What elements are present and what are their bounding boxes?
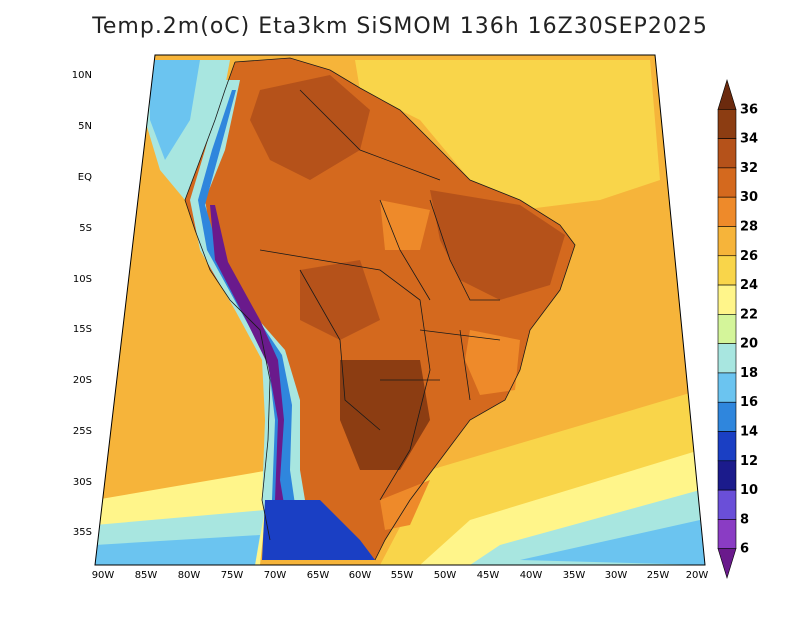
colorbar-label: 10: [740, 483, 758, 498]
lon-label-55w: 55W: [391, 570, 414, 581]
lon-label-80w: 80W: [178, 570, 201, 581]
colorbar-label: 36: [740, 102, 758, 117]
colorbar-label: 26: [740, 249, 758, 264]
colorbar-label: 22: [740, 307, 758, 322]
colorbar-label: 30: [740, 190, 758, 205]
state-borders: [379, 199, 501, 401]
lat-label-20s: 20S: [73, 375, 92, 386]
mild-patch-3: [380, 480, 430, 530]
lat-label-eq: EQ: [78, 172, 92, 183]
colorbar-segment: [717, 226, 737, 257]
colorbar-segment: [717, 78, 737, 110]
colorbar-segment: [717, 108, 737, 139]
hot-interior-north: [250, 75, 370, 180]
colorbar-segment: [717, 196, 737, 227]
colorbar-segment: [717, 255, 737, 286]
colorbar-label: 6: [740, 542, 749, 557]
colorbar: 36 34 32 30 28 26 24 22 20 18 16 14 12 10 8 6: [717, 78, 758, 580]
lon-label-85w: 85W: [135, 570, 158, 581]
lon-label-70w: 70W: [264, 570, 287, 581]
lon-label-30w: 30W: [605, 570, 628, 581]
map-title: Temp.2m(oC) Eta3km SiSMOM 136h 16Z30SEP2…: [92, 14, 708, 39]
temperature-field: [95, 55, 705, 565]
colorbar-segment: [717, 431, 737, 462]
south-atlantic-zone-4: [520, 520, 705, 565]
lat-label-5s: 5S: [79, 223, 92, 234]
country-borders: [184, 57, 576, 561]
patagonia-cold-zone: [262, 500, 375, 560]
lon-label-50w: 50W: [434, 570, 457, 581]
colorbar-label: 32: [740, 161, 758, 176]
lon-label-20w: 20W: [686, 570, 709, 581]
colorbar-label: 12: [740, 454, 758, 469]
lat-label-10n: 10N: [72, 70, 92, 81]
colorbar-label: 14: [740, 425, 758, 440]
colorbar-segment: [717, 284, 737, 315]
coastline: [234, 57, 576, 561]
mild-patch-1: [465, 330, 520, 395]
colorbar-segment: [717, 489, 737, 520]
andes-coldest-band: [210, 205, 300, 560]
andes-cool-band: [190, 80, 330, 560]
lon-label-75w: 75W: [221, 570, 244, 581]
lon-label-90w: 90W: [92, 570, 115, 581]
lon-label-25w: 25W: [647, 570, 670, 581]
brazil-border: [259, 89, 441, 501]
lon-label-45w: 45W: [477, 570, 500, 581]
lat-label-30s: 30S: [73, 477, 92, 488]
lon-label-40w: 40W: [520, 570, 543, 581]
lat-label-25s: 25S: [73, 426, 92, 437]
colorbar-label: 34: [740, 132, 758, 147]
latitude-axis: 10N 5N EQ 5S 10S 15S 20S 25S 30S 35S: [72, 70, 92, 538]
mild-patch-2: [380, 200, 430, 250]
colorbar-label: 8: [740, 512, 749, 527]
hot-interior-chaco: [300, 260, 380, 340]
colorbar-segment: [717, 167, 737, 198]
colorbar-segment: [717, 343, 737, 374]
colorbar-segment: [717, 460, 737, 491]
longitude-axis: 90W 85W 80W 75W 70W 65W 60W 55W 50W 45W …: [92, 570, 709, 581]
colorbar-segment: [717, 372, 737, 403]
hot-interior-northeast: [430, 190, 565, 300]
colorbar-label: 18: [740, 366, 758, 381]
colorbar-segment: [717, 548, 737, 580]
lat-label-10s: 10S: [73, 274, 92, 285]
pacific-cold-zone: [150, 60, 200, 160]
colorbar-label: 24: [740, 278, 758, 293]
lat-label-15s: 15S: [73, 324, 92, 335]
colorbar-label: 16: [740, 395, 758, 410]
colorbar-label: 28: [740, 219, 758, 234]
atlantic-warm-zone: [355, 60, 660, 210]
lat-label-5n: 5N: [78, 121, 92, 132]
colorbar-segment: [717, 314, 737, 344]
colorbar-segment: [717, 401, 737, 432]
lon-label-60w: 60W: [349, 570, 372, 581]
lon-label-65w: 65W: [307, 570, 330, 581]
colorbar-segment: [717, 138, 737, 169]
lon-label-35w: 35W: [563, 570, 586, 581]
hot-interior-center: [340, 360, 430, 470]
map-frame: [94, 54, 706, 566]
lat-label-35s: 35S: [73, 527, 92, 538]
pacific-coastline: [184, 61, 271, 541]
colorbar-segment: [717, 519, 737, 550]
south-pacific-zone-3: [95, 535, 260, 565]
colorbar-label: 20: [740, 337, 758, 352]
